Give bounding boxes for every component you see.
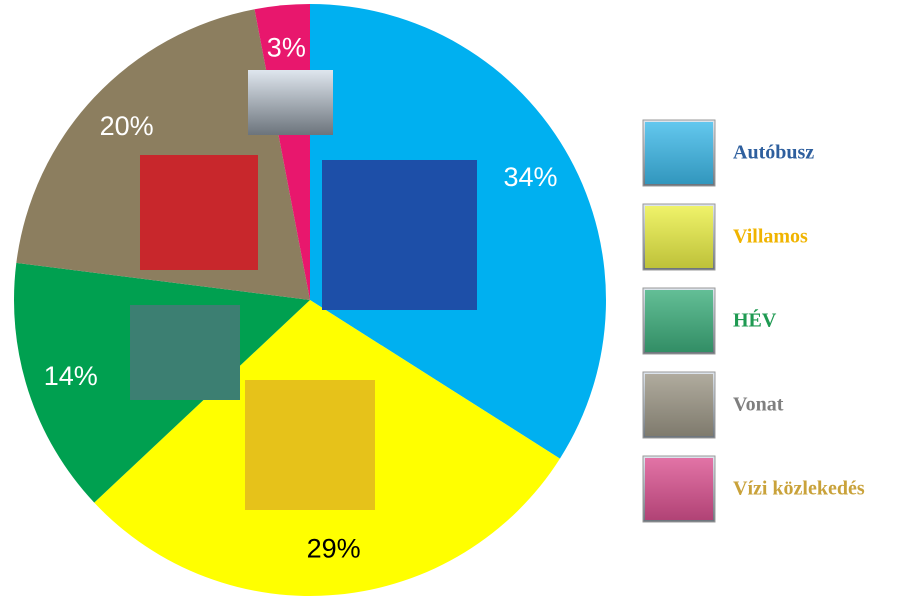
value-label: 14% [44,361,98,391]
value-label: 3% [267,33,306,63]
boat-photo [248,70,333,135]
legend-label: Vonat [733,394,784,416]
train-photo [140,155,258,270]
legend: Autóbusz Villamos HÉV Vonat Vízi közlekedés [643,120,865,522]
legend-swatch-tint [645,374,713,436]
legend-label: Autóbusz [733,142,814,164]
legend-swatch-tint [645,290,713,352]
hev-photo [130,305,240,400]
legend-label: HÉV [733,309,777,332]
tram-photo [245,380,375,510]
chart: AutóbuszVillamosHÉVVonatVízi közlekedés … [0,0,906,599]
bus-photo [322,160,477,310]
value-label: 20% [100,111,154,141]
value-label: 34% [503,162,557,192]
legend-swatch-tint [645,122,713,184]
value-label: 29% [307,534,361,564]
legend-label: Villamos [733,226,808,248]
legend-label: Vízi közlekedés [733,478,865,500]
legend-swatch-tint [645,206,713,268]
legend-swatch-tint [645,458,713,520]
